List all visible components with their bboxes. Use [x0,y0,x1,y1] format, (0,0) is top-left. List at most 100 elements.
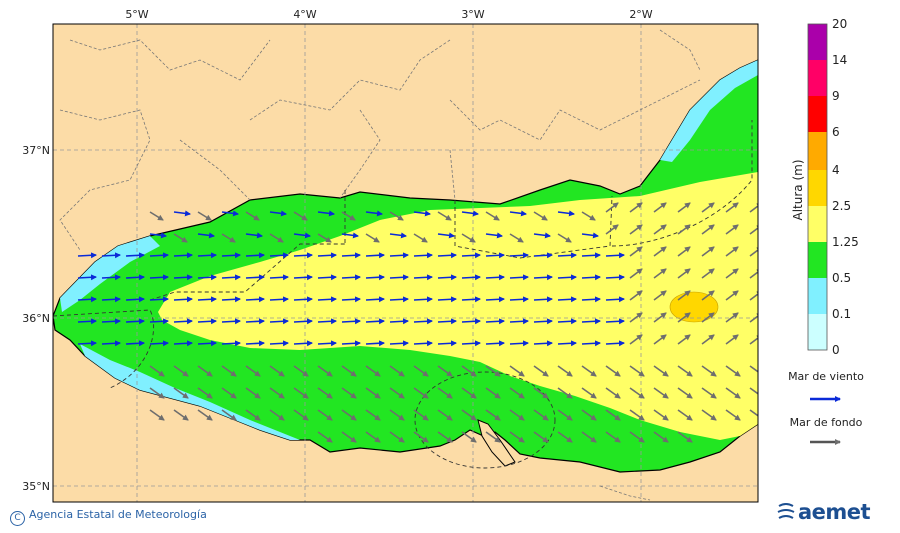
wind-arrow [318,255,336,256]
wind-arrow [270,255,288,256]
wind-arrow [606,277,624,278]
wind-arrow [366,343,384,344]
wind-arrow [78,277,96,278]
lat-tick-37n: 37°N [22,144,50,157]
legend-title: Altura (m) [791,159,805,220]
wind-arrow [222,255,240,256]
wind-arrow [342,255,360,256]
wind-arrow [414,321,432,322]
lat-tick-36n: 36°N [22,312,50,325]
wind-arrow [462,299,480,300]
wind-arrow [510,277,528,278]
wind-arrow [270,321,288,322]
wind-arrow [486,299,504,300]
wind-arrow [318,299,336,300]
wind-arrow [270,277,288,278]
legend-band-01-05 [808,278,827,314]
wind-arrow [390,321,408,322]
legend-band-25-4 [808,170,827,206]
legend-band-05-125 [808,242,827,278]
wind-arrow [510,343,528,344]
wind-arrow [294,277,312,278]
wind-arrow [174,321,192,322]
legend-band-125-25 [808,206,827,242]
wind-arrow [222,277,240,278]
wind-arrow [510,321,528,322]
wind-arrow [246,321,264,322]
wind-arrow [366,255,384,256]
wind-arrow [78,343,96,344]
wind-arrow [174,343,192,344]
wind-arrow [582,343,600,344]
wind-arrow [438,343,456,344]
wind-arrow [534,277,552,278]
wind-arrow [150,255,168,256]
wind-arrow [486,343,504,344]
wind-arrow [318,321,336,322]
lon-tick-5w: 5°W [125,8,148,21]
wind-arrow [462,277,480,278]
wind-arrow [126,299,144,300]
wind-arrow [126,343,144,344]
legend-level-6: 6 [832,125,840,139]
wind-arrow [102,343,120,344]
wind-arrow [150,277,168,278]
aemet-logo-text: aemet [798,500,870,524]
aemet-logo: aemet [776,500,886,526]
wind-arrow [438,321,456,322]
wind-arrow [102,255,120,256]
wind-arrow [126,255,144,256]
wind-arrow [294,299,312,300]
wind-arrow [558,299,576,300]
legend-band-9-14 [808,60,827,96]
legend-level-2-5: 2.5 [832,199,851,213]
wind-arrow [294,255,312,256]
legend-level-0: 0 [832,343,840,357]
legend-level-1-25: 1.25 [832,235,859,249]
legend-level-9: 9 [832,89,840,103]
wind-arrow [606,299,624,300]
wind-arrow [606,343,624,344]
wind-arrow [198,321,216,322]
legend-wind-label: Mar de viento [788,370,864,383]
wind-arrow [486,277,504,278]
wind-arrow [342,321,360,322]
legend-band-6-9 [808,96,827,132]
wind-arrow [78,255,96,256]
wind-arrow [486,255,504,256]
legend-band-14-20 [808,24,827,60]
legend-band-4-6 [808,132,827,170]
copyright-text: Agencia Estatal de Meteorología [29,508,207,521]
wind-arrow [198,299,216,300]
wind-arrow [582,255,600,256]
legend-swell-label: Mar de fondo [790,416,863,429]
wind-arrow [414,277,432,278]
wind-arrow [366,299,384,300]
wind-arrow [102,277,120,278]
wind-arrow [126,321,144,322]
wind-arrow [510,299,528,300]
legend-colorbar [808,24,827,350]
wind-arrow [510,255,528,256]
wind-arrow [318,343,336,344]
wind-arrow [462,255,480,256]
wind-arrow [558,277,576,278]
wind-arrow [198,343,216,344]
wind-arrow [222,321,240,322]
legend-band-0-01 [808,314,827,350]
wind-arrow [534,321,552,322]
wind-arrow [198,277,216,278]
wind-arrow [414,299,432,300]
wind-arrow [102,299,120,300]
wind-arrow [150,343,168,344]
legend-level-14: 14 [832,53,847,67]
wind-arrow [438,299,456,300]
wind-arrow [414,255,432,256]
wind-arrow [486,321,504,322]
wind-arrow [414,343,432,344]
wind-arrow [294,321,312,322]
wind-arrow [246,343,264,344]
wind-arrow [438,277,456,278]
wind-arrow [390,299,408,300]
